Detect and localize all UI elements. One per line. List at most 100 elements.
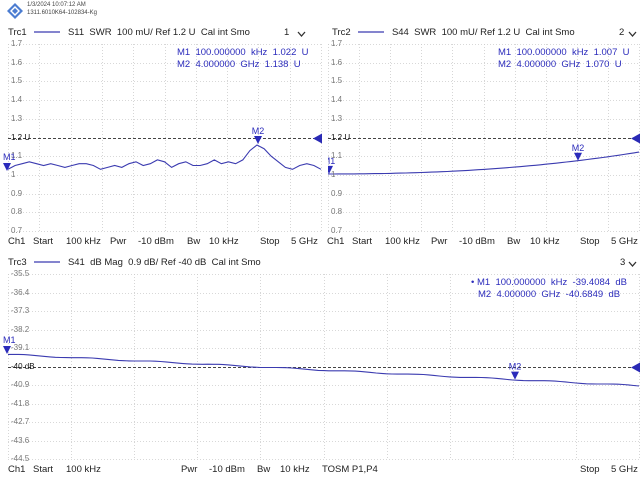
trace-format: dB Mag xyxy=(90,257,123,268)
instrument-id: 1311.6010K64-102834-Kg xyxy=(27,10,97,16)
y-tick-label: -38.2 xyxy=(11,324,30,334)
start-value: 100 kHz xyxy=(66,464,101,475)
trace-title[interactable]: Trc1 S11 SWR 100 mU/ Ref 1.2 U Cal int S… xyxy=(8,27,250,38)
start-label: Start xyxy=(33,464,54,475)
power-label: Pwr xyxy=(431,236,448,247)
marker-readout-m2: M2 4.000000 GHz 1.138 U xyxy=(177,59,301,70)
reference-arrow-icon[interactable] xyxy=(313,133,322,144)
y-tick-label: 0.8 xyxy=(11,207,23,217)
trace-panel-2[interactable]: Trc2 S44 SWR 100 mU/ Ref 1.2 U Cal int S… xyxy=(322,22,640,250)
bandwidth-label: Bw xyxy=(257,464,271,475)
power-value: -10 dBm xyxy=(138,236,174,247)
y-tick-label: 1.2 U xyxy=(11,132,31,142)
marker-triangle-icon[interactable] xyxy=(574,152,582,161)
trace-panel-3[interactable]: Trc3 S41 dB Mag 0.9 dB/ Ref -40 dB Cal i… xyxy=(0,251,640,481)
marker-triangle-icon[interactable] xyxy=(511,371,519,380)
y-tick-label: 1 xyxy=(331,169,336,179)
window-number: 1 xyxy=(284,27,290,38)
marker-triangle-icon[interactable] xyxy=(3,346,13,355)
trace-curve xyxy=(8,144,322,170)
power-value: -10 dBm xyxy=(209,464,245,475)
bandwidth-value: 10 kHz xyxy=(530,236,560,247)
y-tick-label: 1.4 xyxy=(331,95,343,105)
marker-label: M2 xyxy=(572,143,585,153)
y-tick-label: 0.8 xyxy=(331,207,343,217)
y-tick-label: 1.3 xyxy=(11,113,23,123)
channel-label: Ch1 xyxy=(8,464,26,475)
trace-title[interactable]: Trc2 S44 SWR 100 mU/ Ref 1.2 U Cal int S… xyxy=(332,27,575,38)
y-tick-label: 0.7 xyxy=(331,226,343,235)
stop-value: 5 GHz xyxy=(291,236,318,247)
stop-value: 5 GHz xyxy=(611,464,638,475)
trace-format: SWR xyxy=(414,27,437,38)
trace-color-line-icon xyxy=(34,261,61,264)
trace-plot-2[interactable]: M2 M1 xyxy=(328,44,640,232)
stop-label: Stop xyxy=(260,236,280,247)
trace-param: S11 xyxy=(67,27,85,38)
trace-cal: Cal int Smo xyxy=(525,27,575,38)
y-tick-label: -39.1 xyxy=(11,343,30,352)
bandwidth-value: 10 kHz xyxy=(209,236,239,247)
trace-cal: Cal int Smo xyxy=(200,27,250,38)
y-tick-label: -37.3 xyxy=(11,306,30,315)
y-tick-label: 1.6 xyxy=(11,57,23,67)
trace-name: Trc3 xyxy=(8,257,27,268)
trace-curve xyxy=(8,353,640,387)
calibration-label: TOSM P1,P4 xyxy=(322,464,378,475)
trace-param: S41 xyxy=(67,257,85,268)
trace-plot-1[interactable]: M2 xyxy=(8,44,322,232)
rohde-schwarz-logo-icon xyxy=(7,3,23,19)
start-value: 100 kHz xyxy=(66,236,101,247)
instrument-header: 1/3/2024 10:07:12 AM 1311.6010K64-102834… xyxy=(0,0,640,22)
y-tick-label: 1 xyxy=(11,169,16,179)
stop-value: 5 GHz xyxy=(611,236,638,247)
marker-readout-m1: M1 100.000000 kHz 1.022 U xyxy=(177,47,309,58)
trace-cal: Cal int Smo xyxy=(211,257,261,268)
bandwidth-label: Bw xyxy=(187,236,201,247)
marker-triangle-icon[interactable] xyxy=(254,135,262,144)
y-tick-label: 1.5 xyxy=(331,76,343,86)
trace-color-line-icon xyxy=(358,31,385,34)
y-tick-label: 1.1 xyxy=(331,151,343,161)
y-tick-label: 1.5 xyxy=(11,76,23,86)
power-label: Pwr xyxy=(110,236,127,247)
start-label: Start xyxy=(33,236,54,247)
trace-panel-1[interactable]: Trc1 S11 SWR 100 mU/ Ref 1.2 U Cal int S… xyxy=(0,22,321,250)
marker-triangle-icon[interactable] xyxy=(3,163,13,172)
trace-plot-3[interactable]: M2 xyxy=(8,274,640,460)
y-tick-label: -43.6 xyxy=(11,435,30,445)
y-tick-label: -42.7 xyxy=(11,417,30,426)
trace-title[interactable]: Trc3 S41 dB Mag 0.9 dB/ Ref -40 dB Cal i… xyxy=(8,257,261,268)
y-tick-label: 0.9 xyxy=(331,188,343,198)
window-number: 3 xyxy=(620,257,626,268)
y-tick-label: 0.9 xyxy=(11,188,23,198)
chevron-down-icon[interactable] xyxy=(628,261,637,268)
y-tick-label: 1.7 xyxy=(331,39,343,48)
trace-name: Trc2 xyxy=(332,27,351,38)
trace-scale: 100 mU/ Ref 1.2 U xyxy=(116,27,196,38)
marker-label: M1 xyxy=(3,335,16,345)
reference-arrow-icon[interactable] xyxy=(631,362,640,373)
window-number: 2 xyxy=(619,27,625,38)
trace-color-line-icon xyxy=(34,31,61,34)
trace-param: S44 xyxy=(391,27,409,38)
trace-scale: 100 mU/ Ref 1.2 U xyxy=(441,27,521,38)
y-tick-label: 1.1 xyxy=(11,151,23,161)
timestamp: 1/3/2024 10:07:12 AM xyxy=(27,2,86,8)
chevron-down-icon[interactable] xyxy=(628,31,637,38)
marker-label: M2 xyxy=(252,126,265,136)
channel-label: Ch1 xyxy=(327,236,345,247)
y-tick-label: 1.2 U xyxy=(331,132,351,142)
chevron-down-icon[interactable] xyxy=(297,31,306,38)
marker-readout-m2: M2 4.000000 GHz 1.070 U xyxy=(498,59,622,70)
trace-scale: 0.9 dB/ Ref -40 dB xyxy=(128,257,207,268)
y-tick-label: -44.5 xyxy=(11,454,30,463)
marker-triangle-icon[interactable] xyxy=(328,165,333,174)
y-tick-label: -36.4 xyxy=(11,287,30,297)
reference-arrow-icon[interactable] xyxy=(631,133,640,144)
marker-readout-m1: • M1 100.000000 kHz -39.4084 dB xyxy=(471,277,627,288)
y-tick-label: 1.4 xyxy=(11,95,23,105)
y-tick-label: -35.5 xyxy=(11,269,30,278)
channel-label: Ch1 xyxy=(8,236,26,247)
marker-label: M2 xyxy=(509,362,522,372)
